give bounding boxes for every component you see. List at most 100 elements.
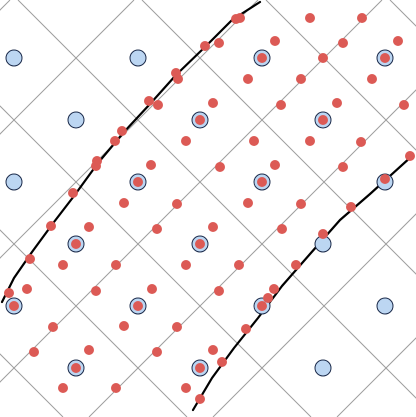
sample-point — [208, 222, 218, 232]
sample-point — [200, 41, 210, 51]
sample-point — [152, 347, 162, 357]
sample-point — [181, 136, 191, 146]
sample-point — [305, 136, 315, 146]
sample-point — [270, 36, 280, 46]
sample-point — [357, 13, 367, 23]
grid-line-ascending — [212, 213, 416, 417]
sample-point — [68, 188, 78, 198]
sample-point — [71, 239, 81, 249]
sample-point — [48, 322, 58, 332]
grid-line-ascending — [0, 0, 135, 135]
lattice-point — [5, 173, 23, 191]
lattice-point — [129, 49, 147, 67]
sample-point — [58, 260, 68, 270]
sample-point — [147, 284, 157, 294]
sample-point — [146, 160, 156, 170]
sample-point — [152, 224, 162, 234]
lattice-point — [376, 297, 394, 315]
sample-point — [332, 98, 342, 108]
sample-point — [305, 13, 315, 23]
sample-point — [119, 321, 129, 331]
sample-point — [235, 13, 245, 23]
boundary-curve — [191, 154, 414, 412]
sample-point — [208, 345, 218, 355]
sample-point — [318, 115, 328, 125]
sample-point — [195, 239, 205, 249]
sample-point — [214, 38, 224, 48]
sample-point — [338, 162, 348, 172]
sample-point — [249, 136, 259, 146]
grid-line-descending — [0, 229, 188, 417]
sample-point — [296, 199, 306, 209]
sample-point — [346, 202, 356, 212]
grid-line-ascending — [336, 337, 416, 417]
sample-point — [217, 357, 227, 367]
sample-point — [243, 74, 253, 84]
sample-point — [91, 286, 101, 296]
sample-point — [84, 345, 94, 355]
sample-point — [214, 286, 224, 296]
sample-point — [71, 363, 81, 373]
sample-point — [215, 162, 225, 172]
sample-point — [318, 53, 328, 63]
sample-point — [133, 177, 143, 187]
sample-point — [318, 229, 328, 239]
sample-point — [22, 284, 32, 294]
sample-point — [195, 115, 205, 125]
lattice-point — [67, 111, 85, 129]
sample-point — [399, 100, 409, 110]
sample-point — [393, 36, 403, 46]
sample-point — [277, 224, 287, 234]
sample-point — [29, 347, 39, 357]
grid-line-ascending — [0, 0, 259, 259]
sample-point — [153, 100, 163, 110]
sample-point — [172, 322, 182, 332]
sample-point — [276, 100, 286, 110]
lattice-point — [314, 359, 332, 377]
sample-point — [110, 136, 120, 146]
sample-point — [9, 301, 19, 311]
grid-line-descending — [0, 105, 312, 417]
grid-line-descending — [265, 0, 416, 151]
grid-line-descending — [389, 0, 416, 27]
sample-point — [263, 293, 273, 303]
sample-point — [46, 221, 56, 231]
sample-point — [243, 198, 253, 208]
sample-point — [133, 301, 143, 311]
sample-point — [91, 161, 101, 171]
sample-point — [4, 288, 14, 298]
lattice-point — [5, 49, 23, 67]
sample-point — [338, 38, 348, 48]
sample-point — [195, 363, 205, 373]
sample-point — [172, 199, 182, 209]
sample-point — [257, 177, 267, 187]
sample-points — [4, 13, 415, 404]
sample-point — [111, 260, 121, 270]
sample-point — [380, 53, 390, 63]
sample-point — [380, 174, 390, 184]
sample-point — [208, 98, 218, 108]
sample-point — [181, 260, 191, 270]
sample-point — [356, 137, 366, 147]
sample-point — [241, 324, 251, 334]
sample-point — [296, 74, 306, 84]
sample-point — [270, 160, 280, 170]
sample-point — [84, 222, 94, 232]
sample-point — [405, 151, 415, 161]
sample-point — [269, 284, 279, 294]
sample-point — [195, 394, 205, 404]
grid-line-descending — [141, 0, 416, 275]
sample-point — [173, 74, 183, 84]
sample-point — [119, 198, 129, 208]
sample-point — [58, 383, 68, 393]
sample-point — [117, 126, 127, 136]
sample-point — [111, 383, 121, 393]
sample-point — [25, 254, 35, 264]
sample-point — [181, 383, 191, 393]
sample-point — [367, 74, 377, 84]
sample-point — [257, 301, 267, 311]
grid-line-descending — [17, 0, 416, 399]
sample-point — [144, 96, 154, 106]
